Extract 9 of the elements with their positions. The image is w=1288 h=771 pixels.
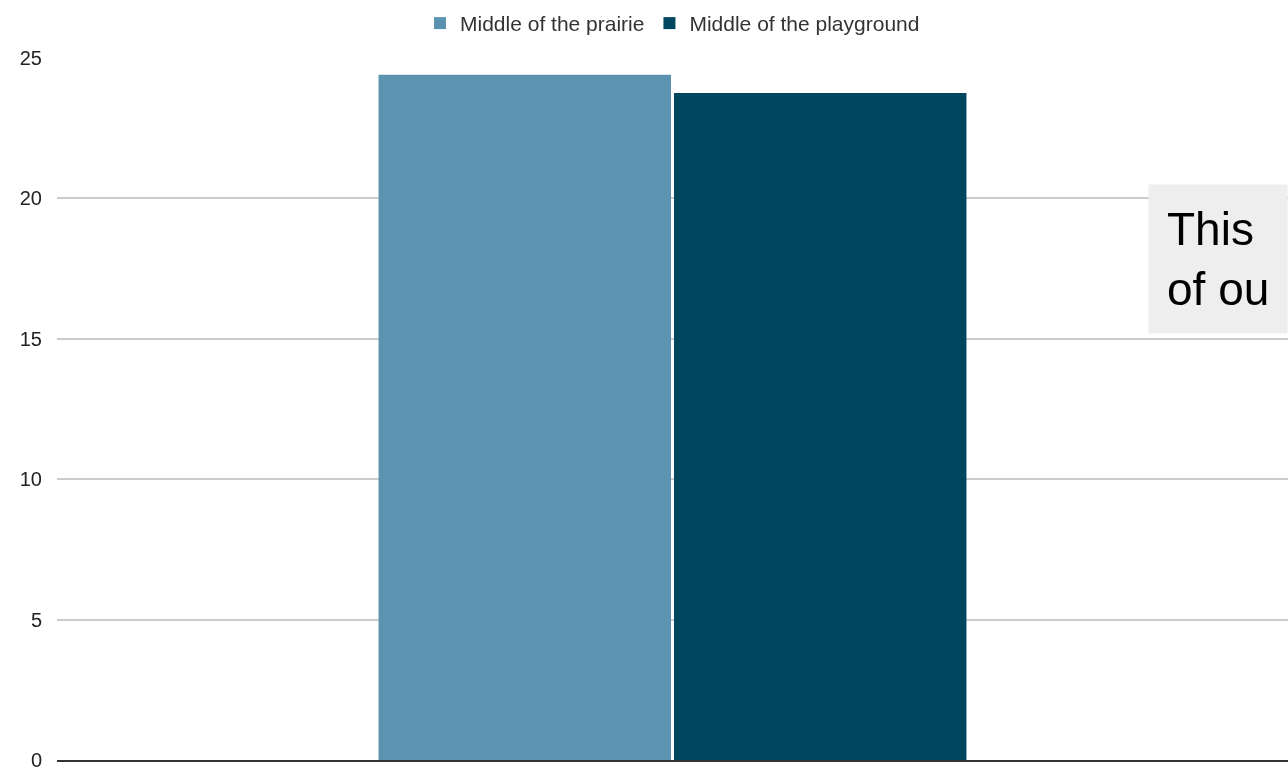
y-tick-label: 25 xyxy=(19,47,42,69)
y-tick-label: 0 xyxy=(30,749,42,771)
legend-label: Middle of the prairie xyxy=(460,12,645,36)
y-tick-label: 20 xyxy=(19,187,42,210)
y-tick-label: 5 xyxy=(30,608,42,631)
y-tick-label: 10 xyxy=(19,468,42,491)
legend-label: Middle of the playground xyxy=(689,12,920,36)
annotation: This of ou xyxy=(1167,203,1270,315)
y-tick-label: 15 xyxy=(19,327,42,350)
